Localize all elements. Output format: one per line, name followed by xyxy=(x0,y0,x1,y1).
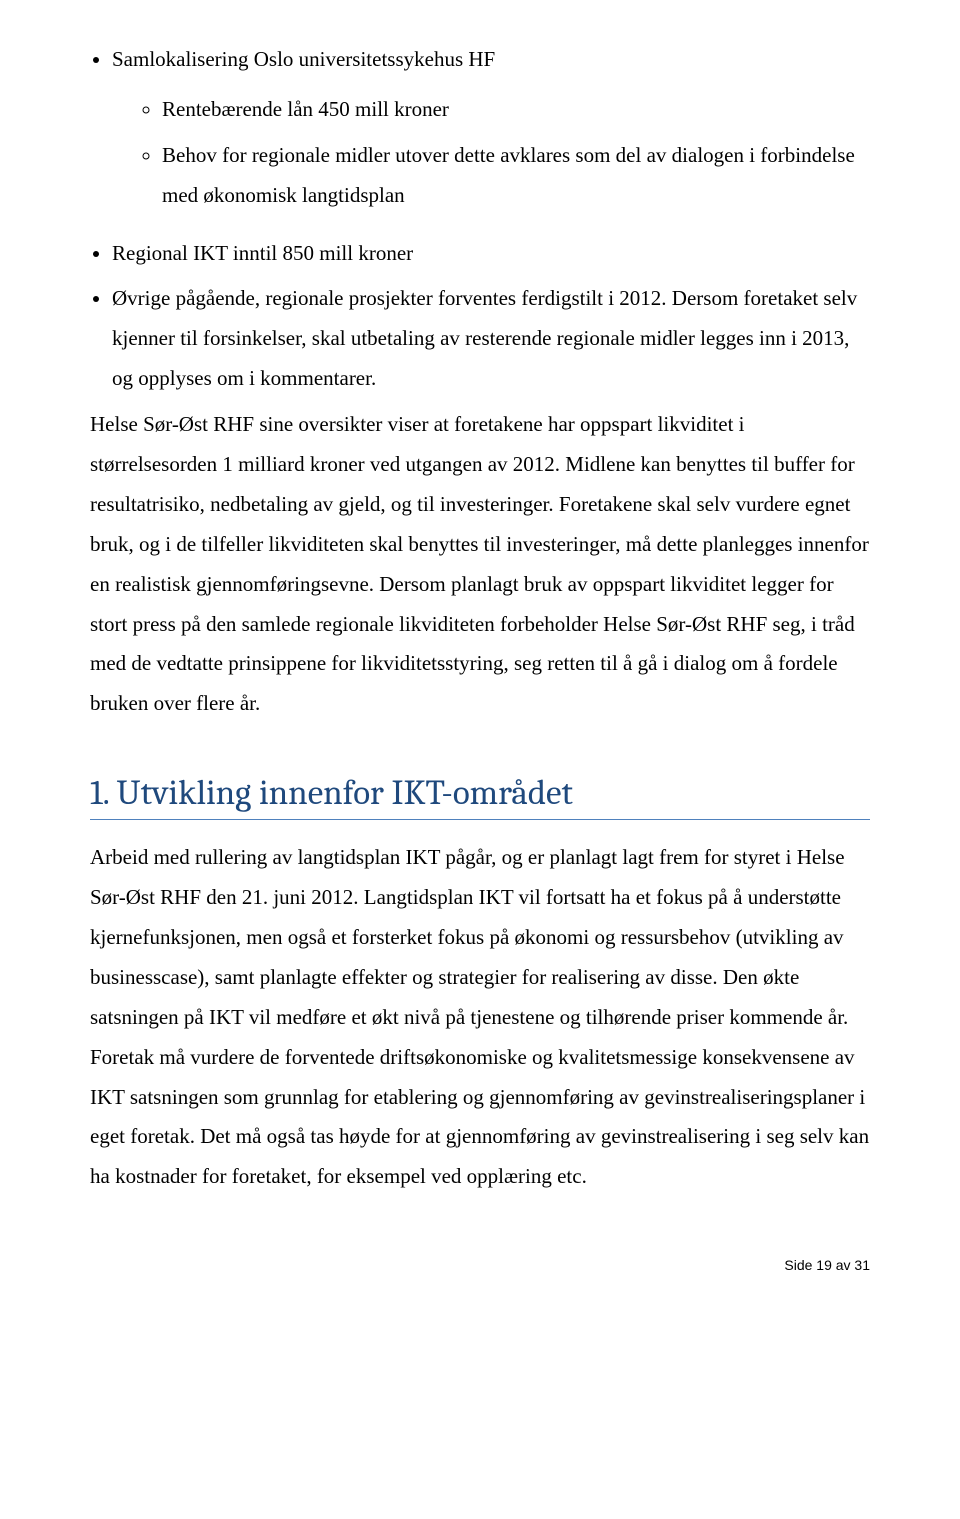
page-footer: Side 19 av 31 xyxy=(90,1257,870,1273)
document-page: Samlokalisering Oslo universitetssykehus… xyxy=(0,0,960,1313)
list-item: Samlokalisering Oslo universitetssykehus… xyxy=(112,40,870,216)
sub-bullet-list: Rentebærende lån 450 mill kroner Behov f… xyxy=(162,90,870,216)
section-heading-ikt: 1. Utvikling innenfor IKT-området xyxy=(90,772,870,820)
sub-list-item: Behov for regionale midler utover dette … xyxy=(162,136,870,216)
list-item-text: Øvrige pågående, regionale prosjekter fo… xyxy=(112,286,857,390)
sub-list-item-text: Behov for regionale midler utover dette … xyxy=(162,143,855,207)
sub-list-item-text: Rentebærende lån 450 mill kroner xyxy=(162,97,449,121)
list-item-text: Regional IKT inntil 850 mill kroner xyxy=(112,241,413,265)
list-item: Regional IKT inntil 850 mill kroner xyxy=(112,234,870,274)
list-item: Øvrige pågående, regionale prosjekter fo… xyxy=(112,279,870,399)
main-bullet-list: Samlokalisering Oslo universitetssykehus… xyxy=(112,40,870,399)
paragraph-ikt: Arbeid med rullering av langtidsplan IKT… xyxy=(90,838,870,1197)
sub-list-item: Rentebærende lån 450 mill kroner xyxy=(162,90,870,130)
list-item-text: Samlokalisering Oslo universitetssykehus… xyxy=(112,47,495,71)
paragraph-liquidity: Helse Sør-Øst RHF sine oversikter viser … xyxy=(90,405,870,724)
